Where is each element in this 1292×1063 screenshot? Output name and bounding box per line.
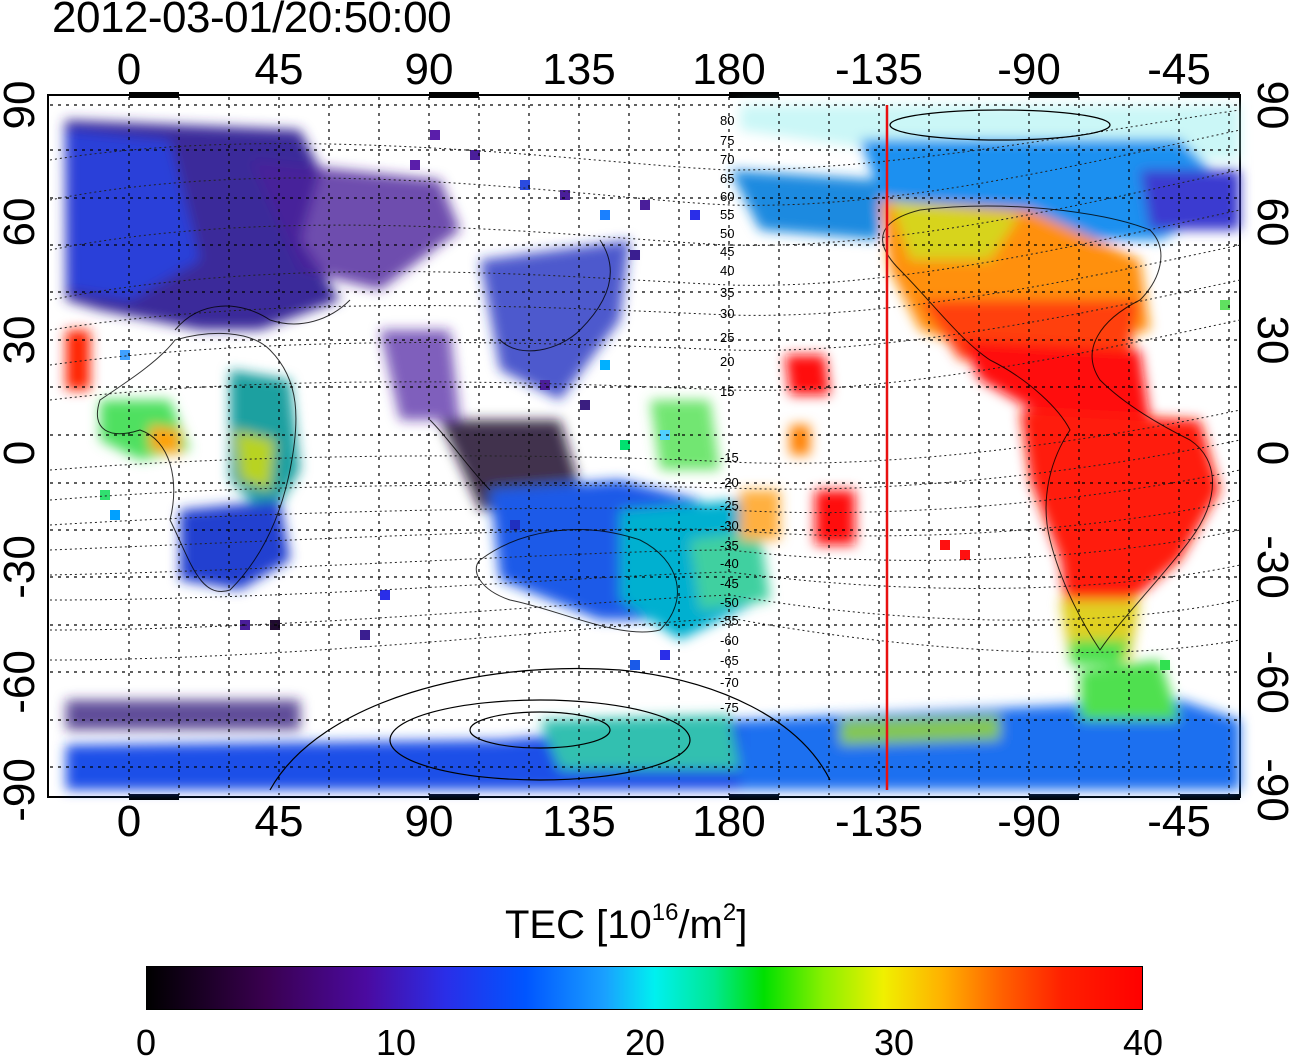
bottom-tick-label: -135	[834, 797, 924, 846]
contour-label: 60	[720, 189, 734, 204]
bottom-tick-label: 0	[116, 797, 142, 846]
colorbar-tick-label: 30	[873, 1022, 915, 1063]
tec-region-antarctic-peninsula	[1080, 660, 1180, 720]
left-tick-label: 30	[0, 315, 44, 365]
contour-label: 55	[720, 207, 734, 222]
contour-label: -75	[720, 700, 739, 715]
bottom-tick-label: 45	[254, 797, 304, 846]
contour-label: -25	[720, 498, 739, 513]
tec-region-pacific-equator	[790, 425, 810, 455]
top-tick-label: 135	[542, 45, 616, 94]
contour-label: -20	[720, 475, 739, 490]
colorbar-label-close: ]	[736, 903, 748, 947]
contour-label: -30	[720, 518, 739, 533]
contour-label: -70	[720, 675, 739, 690]
contour-label: 80	[720, 113, 734, 128]
contour-labels: 80 75 70 65 60 55 50 45 40 35 30 25 20 15 -15 -20 -25 -30…	[720, 113, 739, 715]
tec-region-canada-east	[1140, 170, 1240, 230]
bottom-tick-label: -45	[1147, 797, 1211, 846]
right-tick-label: -90	[1248, 758, 1292, 822]
coastlines	[96, 205, 1213, 651]
tec-region-pacific-central	[740, 490, 780, 540]
tec-colorbar	[146, 966, 1143, 1010]
tec-region-north-pacific	[730, 170, 880, 240]
tec-region-pacific-hawaii	[785, 355, 830, 395]
map-title: 2012-03-01/20:50:00	[52, 0, 452, 42]
contour-label: -40	[720, 556, 739, 571]
contour-label: 45	[720, 244, 734, 259]
left-tick-label: 90	[0, 80, 44, 130]
bottom-tick-label: 180	[692, 797, 766, 846]
graticule	[50, 97, 1238, 795]
contour-label: -60	[720, 633, 739, 648]
top-tick-label: 90	[404, 45, 454, 94]
tec-region-africa-east-hot	[235, 430, 275, 490]
colorbar-tick-label: 10	[375, 1022, 417, 1063]
tec-region-south-asia	[380, 330, 460, 420]
left-tick-label: 60	[0, 197, 44, 247]
frame-ticks	[129, 92, 1240, 800]
right-tick-label: 30	[1248, 315, 1292, 365]
contour-label: -55	[720, 613, 739, 628]
contour-label: 35	[720, 285, 734, 300]
tec-region-ross-sea	[66, 700, 300, 730]
tec-region-central-america	[960, 340, 1150, 420]
top-tick-label: -135	[834, 45, 924, 94]
contour-label: 70	[720, 152, 734, 167]
left-tick-label: -90	[0, 758, 44, 822]
magnetic-contours	[49, 109, 1241, 661]
bottom-tick-label: 135	[542, 797, 616, 846]
tec-region-south-america	[1020, 410, 1220, 640]
top-tick-label: 45	[254, 45, 304, 94]
right-tick-label: -30	[1248, 535, 1292, 599]
contour-label: 15	[720, 384, 734, 399]
contour-label: -15	[720, 450, 739, 465]
contour-label: -35	[720, 538, 739, 553]
aurora-oval-contours	[269, 109, 1111, 791]
contour-label: 65	[720, 171, 734, 186]
bottom-tick-label: 90	[404, 797, 454, 846]
left-tick-label: -60	[0, 650, 44, 714]
contour-label: 50	[720, 226, 734, 241]
tec-region-east-asia	[480, 240, 630, 400]
top-tick-label: 0	[116, 45, 142, 94]
colorbar-label-unit-exp: 2	[722, 899, 737, 926]
tec-region-antarctica-mid	[540, 715, 740, 770]
right-tick-label: -60	[1248, 650, 1292, 714]
colorbar-tick-label: 0	[135, 1022, 157, 1063]
colorbar-label-text: TEC [10	[505, 903, 652, 947]
tec-data-layer	[65, 105, 1240, 790]
tec-region-africa-south	[180, 500, 290, 590]
tec-region-southern-pacific	[840, 715, 1000, 745]
top-tick-label: -90	[997, 45, 1061, 94]
colorbar-label: TEC [1016/m2]	[505, 901, 748, 947]
contour-label: 30	[720, 306, 734, 321]
contour-label: 40	[720, 263, 734, 278]
colorbar-label-exp: 16	[651, 899, 679, 926]
tec-region-europe-west	[66, 130, 200, 300]
left-tick-label: 0	[0, 441, 44, 465]
colorbar-tick-label: 20	[624, 1022, 666, 1063]
contour-label: 75	[720, 133, 734, 148]
tec-region-patagonia-south	[1070, 640, 1130, 665]
contour-label: -65	[720, 653, 739, 668]
colorbar-label-unit: /m	[678, 903, 723, 947]
top-tick-label: -45	[1147, 45, 1211, 94]
colorbar-tick-label: 40	[1122, 1022, 1164, 1063]
contour-label: 20	[720, 354, 734, 369]
bottom-tick-label: -90	[997, 797, 1061, 846]
tec-region-africa-west-hot	[150, 425, 180, 455]
right-tick-label: 90	[1248, 80, 1292, 130]
top-tick-label: 180	[692, 45, 766, 94]
contour-label: -50	[720, 595, 739, 610]
tec-region-pacific-south	[815, 490, 855, 545]
tec-region-nw-africa	[66, 330, 90, 390]
right-tick-label: 0	[1248, 441, 1292, 465]
contour-label: 25	[720, 330, 734, 345]
contour-label: -45	[720, 576, 739, 591]
left-tick-label: -30	[0, 535, 44, 599]
right-tick-label: 60	[1248, 197, 1292, 247]
